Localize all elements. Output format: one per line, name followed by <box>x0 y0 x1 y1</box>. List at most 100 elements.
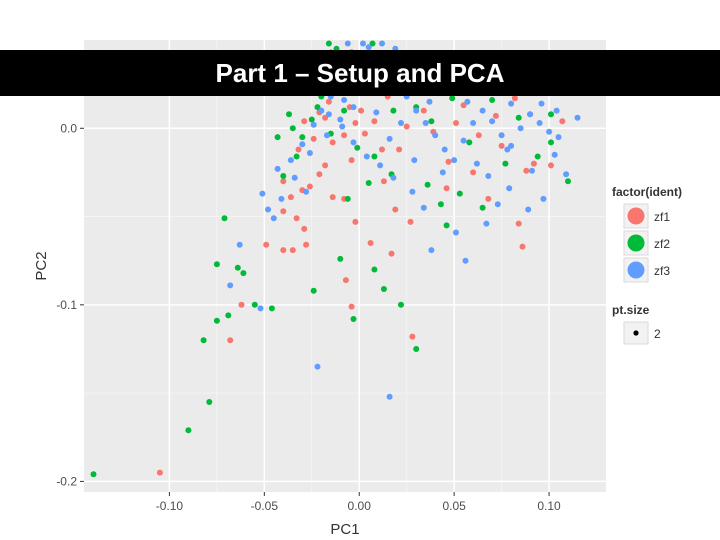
point-zf2 <box>325 40 332 47</box>
x-tick-label: 0.05 <box>442 499 466 513</box>
point-zf3 <box>439 169 446 176</box>
point-zf3 <box>386 135 393 142</box>
point-zf2 <box>341 107 348 114</box>
point-zf3 <box>460 137 467 144</box>
point-zf2 <box>293 153 300 160</box>
point-zf1 <box>407 218 414 225</box>
point-zf3 <box>377 162 384 169</box>
point-zf2 <box>344 195 351 202</box>
point-zf2 <box>213 317 220 324</box>
point-zf1 <box>559 118 566 125</box>
point-zf1 <box>530 160 537 167</box>
point-zf1 <box>403 123 410 130</box>
point-zf3 <box>489 118 496 125</box>
point-zf3 <box>227 282 234 289</box>
point-zf2 <box>274 134 281 141</box>
point-zf3 <box>473 160 480 167</box>
x-tick-label: -0.05 <box>251 499 279 513</box>
point-zf3 <box>306 150 313 156</box>
point-zf2 <box>221 215 228 222</box>
point-zf3 <box>287 157 294 164</box>
point-zf3 <box>422 120 429 126</box>
slide-title-banner: Part 1 – Setup and PCA <box>0 50 720 96</box>
point-zf3 <box>303 188 310 195</box>
point-zf3 <box>314 363 321 370</box>
point-zf1 <box>361 130 368 137</box>
point-zf1 <box>460 102 467 109</box>
point-zf3 <box>553 107 560 114</box>
size-legend-label: 2 <box>654 327 661 341</box>
x-tick-label: 0.10 <box>537 499 561 513</box>
point-zf1 <box>453 120 459 126</box>
point-zf1 <box>325 98 332 105</box>
legend: factor(ident) zf1 zf2 zf3 pt.size 2 <box>612 185 682 345</box>
point-zf1 <box>475 132 482 139</box>
point-zf1 <box>548 162 554 169</box>
point-zf1 <box>316 171 323 178</box>
point-zf3 <box>325 111 332 118</box>
point-zf2 <box>424 181 431 188</box>
slide-title: Part 1 – Setup and PCA <box>215 58 505 88</box>
point-zf2 <box>185 427 192 434</box>
point-zf1 <box>348 157 355 164</box>
point-zf3 <box>344 40 351 47</box>
point-zf3 <box>470 120 477 126</box>
point-zf3 <box>299 141 306 148</box>
point-zf1 <box>287 194 294 201</box>
point-zf2 <box>310 287 317 294</box>
point-zf1 <box>238 301 245 308</box>
point-zf3 <box>546 128 553 135</box>
point-zf2 <box>240 270 247 277</box>
point-zf2 <box>299 134 306 141</box>
x-tick-label: -0.10 <box>156 499 184 513</box>
y-axis-title: PC2 <box>33 251 50 280</box>
point-zf2 <box>534 153 541 160</box>
point-zf3 <box>420 204 427 211</box>
point-zf2 <box>371 266 378 273</box>
point-zf1 <box>280 208 287 215</box>
point-zf3 <box>574 114 581 121</box>
point-zf2 <box>515 114 522 121</box>
legend-label-zf1: zf1 <box>654 210 670 224</box>
point-zf3 <box>451 157 458 164</box>
point-zf2 <box>466 139 473 146</box>
point-zf3 <box>464 98 471 105</box>
point-zf2 <box>437 201 444 208</box>
point-zf1 <box>303 241 310 248</box>
point-zf1 <box>301 118 308 125</box>
point-zf3 <box>390 174 397 181</box>
point-zf3 <box>527 111 534 118</box>
point-zf3 <box>555 134 562 141</box>
point-zf3 <box>324 132 330 139</box>
point-zf1 <box>445 158 452 165</box>
legend-swatch-zf3 <box>627 261 645 279</box>
point-zf3 <box>529 167 535 174</box>
point-zf2 <box>502 160 509 167</box>
point-zf3 <box>236 241 243 248</box>
point-zf3 <box>341 97 348 103</box>
point-zf1 <box>409 333 416 340</box>
point-zf2 <box>365 180 372 186</box>
point-zf1 <box>498 142 505 149</box>
point-zf3 <box>360 40 366 47</box>
point-zf2 <box>354 144 361 151</box>
point-zf1 <box>329 194 336 201</box>
point-zf2 <box>428 118 435 125</box>
point-zf3 <box>386 393 393 400</box>
point-zf3 <box>363 153 370 160</box>
point-zf2 <box>213 261 220 268</box>
point-zf1 <box>341 132 348 139</box>
point-zf2 <box>449 95 456 102</box>
point-zf3 <box>259 190 266 197</box>
point-zf1 <box>342 277 349 284</box>
point-zf3 <box>365 44 372 51</box>
point-zf1 <box>295 146 302 153</box>
point-zf3 <box>373 109 380 116</box>
point-zf2 <box>350 316 357 322</box>
point-zf1 <box>348 303 355 310</box>
point-zf3 <box>257 305 264 312</box>
point-zf1 <box>156 469 163 476</box>
point-zf2 <box>200 337 207 344</box>
point-zf1 <box>227 337 234 344</box>
point-zf1 <box>470 169 477 176</box>
